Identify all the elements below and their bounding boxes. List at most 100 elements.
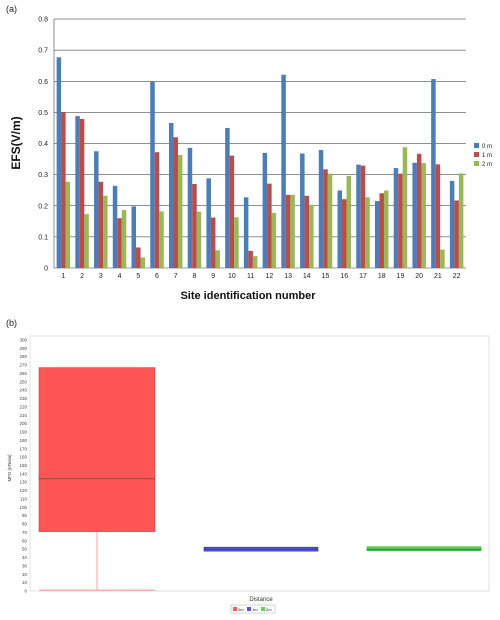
box-plot-x-axis-label: Distance (249, 597, 273, 603)
box-y-tick-label: 220 (19, 404, 27, 409)
box-y-tick-label: 10 (22, 580, 28, 585)
x-tick-label: 15 (322, 273, 330, 280)
bar-2m-site-2 (84, 214, 89, 268)
bar-0m-site-12 (262, 152, 268, 268)
box-y-tick-label: 270 (19, 363, 27, 368)
x-tick-label: 8 (193, 273, 197, 280)
box-y-tick-label: 120 (19, 488, 27, 493)
bar-0m-site-17 (356, 164, 361, 268)
bar-1m-site-2 (79, 118, 85, 268)
box-y-tick-label: 260 (19, 371, 27, 376)
bar-0m-site-10 (225, 127, 230, 268)
panel-a-label: (a) (6, 4, 17, 14)
box-y-tick-label: 200 (19, 421, 27, 426)
bar-0m-site-4 (112, 185, 118, 268)
x-tick-label: 2 (80, 273, 84, 280)
bar-2m-site-10 (234, 217, 239, 268)
bar-0m-site-7 (168, 122, 174, 269)
bar-1m-site-8 (192, 183, 197, 268)
legend-label: 2m (266, 607, 272, 612)
bar-2m-site-14 (309, 204, 314, 268)
box-y-tick-label: 210 (19, 413, 27, 418)
bar-0m-site-13 (281, 74, 286, 269)
box-y-tick-label: 170 (19, 446, 27, 451)
bar-chart-bars (56, 57, 464, 269)
x-tick-label: 4 (118, 273, 122, 280)
x-tick-label: 12 (265, 273, 273, 280)
box-y-tick-label: 130 (19, 480, 27, 485)
box-y-tick-label: 150 (19, 463, 27, 468)
box-y-tick-label: 280 (19, 354, 27, 359)
y-tick-label: 0.7 (38, 48, 48, 55)
bar-chart-y-ticks: 0 0.1 0.2 0.3 0.4 0.5 0.6 0.7 0.8 (38, 17, 48, 273)
x-tick-label: 18 (378, 273, 386, 280)
bar-chart-legend: 0 m 1 m 2 m (474, 143, 492, 168)
bar-1m-site-3 (98, 181, 104, 268)
legend-label: 0 m (482, 144, 492, 150)
bar-2m-site-11 (252, 256, 258, 268)
box-y-tick-label: 20 (22, 572, 28, 577)
box-plot-legend: 0m 1m 2m (230, 604, 276, 614)
bar-2m-site-3 (103, 195, 108, 268)
bar-1m-site-7 (173, 137, 178, 268)
bar-0m-site-9 (206, 178, 211, 268)
bar-2m-site-22 (458, 173, 464, 268)
legend-swatch-2m (261, 607, 265, 611)
y-tick-label: 0.4 (38, 141, 48, 148)
box-plot-y-ticks: 0 10 20 30 40 50 60 70 80 90 100 110 120 130 140 150 160… (19, 338, 27, 594)
bar-2m-site-12 (271, 212, 277, 268)
y-tick-label: 0.3 (38, 172, 48, 179)
y-tick-label: 0.5 (38, 110, 48, 117)
bar-0m-site-11 (243, 197, 249, 268)
box-y-tick-label: 160 (19, 455, 27, 460)
bar-1m-site-19 (398, 173, 403, 268)
bar-0m-site-5 (131, 206, 137, 268)
x-tick-label: 5 (136, 273, 140, 280)
bar-2m-site-8 (196, 211, 202, 268)
y-tick-label: 0.8 (38, 17, 48, 24)
bar-0m-site-22 (449, 180, 455, 268)
bar-2m-site-5 (140, 257, 146, 268)
bar-0m-site-1 (56, 57, 62, 268)
bar-2m-site-16 (346, 175, 352, 268)
bar-2m-site-7 (177, 155, 183, 268)
legend-swatch-0m (474, 143, 479, 148)
x-tick-label: 1 (61, 273, 65, 280)
bar-0m-site-18 (374, 201, 380, 268)
bar-1m-site-11 (248, 250, 253, 268)
x-tick-label: 22 (453, 273, 461, 280)
bar-0m-site-16 (337, 190, 343, 268)
bar-2m-site-1 (65, 181, 71, 268)
legend-label: 0m (238, 607, 244, 612)
bar-1m-site-15 (323, 169, 328, 268)
bar-1m-site-16 (342, 199, 347, 268)
box-y-tick-label: 30 (22, 563, 28, 568)
bar-chart-x-ticks: 1 2 3 4 5 6 7 8 9 10 11 12 13 14 15 16 17 18 19 20 21 22 (61, 273, 460, 280)
bar-1m-site-22 (454, 200, 459, 268)
y-tick-label: 0.1 (38, 234, 48, 241)
box-y-tick-label: 300 (19, 338, 27, 343)
box-y-tick-label: 140 (19, 471, 27, 476)
legend-swatch-1m (474, 152, 479, 157)
bar-0m-site-2 (75, 116, 80, 268)
box-0m (38, 367, 156, 532)
bar-chart-y-axis-label: EFS(V/m) (9, 116, 23, 169)
bar-0m-site-3 (94, 151, 99, 268)
bar-1m-site-9 (210, 217, 216, 268)
bar-2m-site-4 (121, 210, 127, 268)
bar-1m-site-10 (229, 155, 235, 268)
bar-0m-site-8 (187, 147, 193, 268)
box-y-tick-label: 50 (22, 547, 28, 552)
box-y-tick-label: 110 (20, 496, 28, 501)
panel-b-label: (b) (6, 318, 17, 328)
bar-1m-site-1 (61, 112, 66, 268)
box-y-tick-label: 230 (19, 396, 27, 401)
legend-label: 1 m (482, 153, 492, 159)
box-y-tick-label: 250 (19, 379, 27, 384)
bar-1m-site-4 (117, 218, 122, 268)
x-tick-label: 7 (174, 273, 178, 280)
bar-0m-site-15 (318, 150, 324, 268)
legend-box (230, 604, 276, 614)
legend-label: 2 m (482, 162, 492, 168)
